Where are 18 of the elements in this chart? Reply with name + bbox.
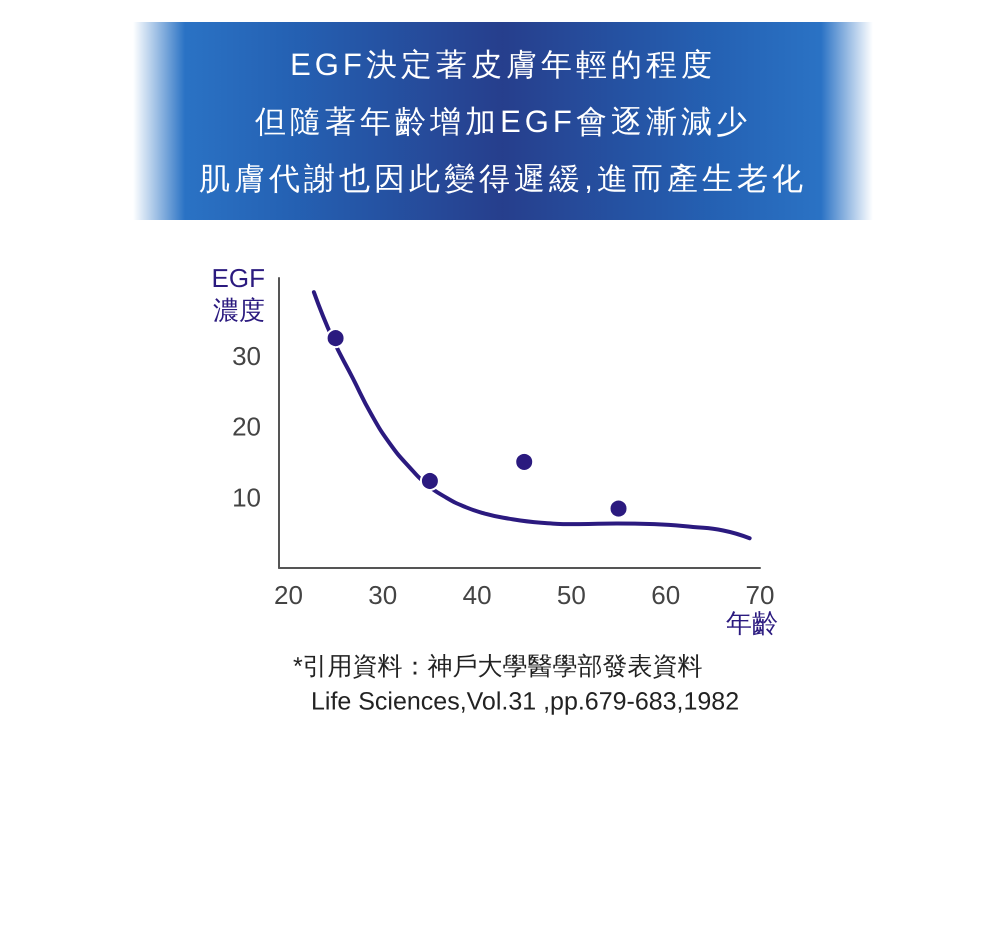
y-tick-label: 30 bbox=[232, 340, 261, 371]
y-tick-label: 20 bbox=[232, 412, 261, 442]
text: Life Sciences,Vol.31 ,pp.679-683,1982 bbox=[311, 688, 740, 716]
x-tick-label: 60 bbox=[651, 580, 680, 610]
y-tick-label: 10 bbox=[232, 482, 261, 512]
x-tick-label: 40 bbox=[462, 580, 492, 610]
point bbox=[514, 452, 534, 472]
x-tick-label: 20 bbox=[274, 580, 303, 610]
x-tick-label: 70 bbox=[746, 580, 774, 610]
line-series bbox=[312, 290, 752, 540]
point bbox=[326, 328, 346, 348]
chart-title: EGF決定著皮膚年輕的程度但隨著年齡增加EGF會逐漸減少肌膚代謝也因此變得遲緩,進而產生老化 bbox=[199, 46, 807, 198]
x-tick-label: 50 bbox=[556, 580, 586, 610]
point bbox=[420, 471, 440, 491]
y-axis-title: EGF 濃度 bbox=[212, 263, 265, 325]
x-axis-title: 年齡 bbox=[726, 608, 778, 638]
x-tick-label: 30 bbox=[368, 580, 398, 610]
text: *引用資料：神戶大學醫學部發表資料 bbox=[293, 652, 703, 680]
